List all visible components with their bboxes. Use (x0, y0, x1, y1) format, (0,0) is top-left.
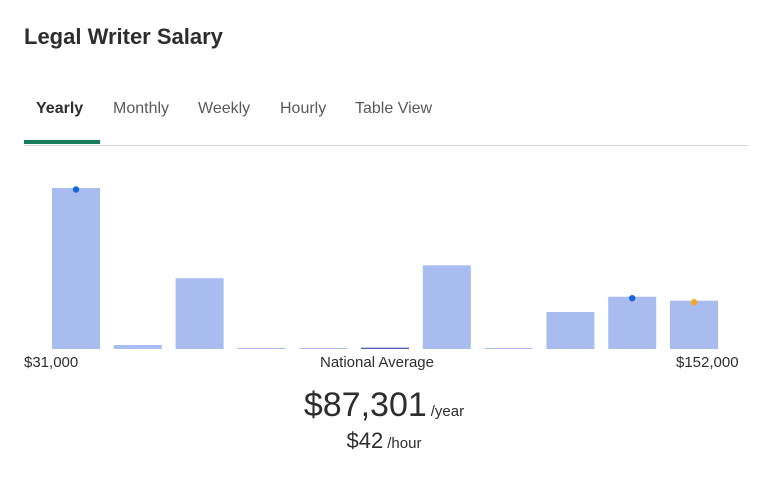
histogram-bar (299, 348, 348, 349)
tab-hourly[interactable]: Hourly (280, 100, 327, 117)
histogram-marker (629, 295, 636, 302)
salary-histogram (52, 186, 718, 349)
tab-table-view[interactable]: Table View (355, 100, 433, 117)
active-tab-indicator (24, 140, 100, 144)
histogram-bar (546, 312, 595, 349)
min-salary-label: $31,000 (24, 354, 79, 371)
histogram-bar (52, 188, 100, 349)
histogram-bar (237, 348, 286, 349)
histogram-bar (670, 300, 718, 349)
period-tabs: Yearly Monthly Weekly Hourly Table View (24, 92, 748, 146)
histogram-bar (484, 348, 533, 349)
hourly-amount: $42 (346, 428, 384, 453)
hourly-average: $42/hour (0, 428, 768, 454)
histogram-bar (175, 278, 224, 349)
histogram-marker (72, 186, 80, 193)
histogram-bar (113, 345, 162, 349)
histogram-bar (608, 296, 657, 349)
tab-monthly[interactable]: Monthly (113, 100, 170, 117)
tab-weekly[interactable]: Weekly (198, 100, 251, 117)
national-average-label: National Average (320, 354, 434, 371)
histogram-marker (690, 299, 698, 306)
max-salary-label: $152,000 (676, 354, 739, 371)
histogram-bar (422, 265, 471, 349)
page-title: Legal Writer Salary (24, 24, 223, 49)
yearly-unit: /year (430, 403, 465, 420)
yearly-amount: $87,301 (303, 386, 427, 424)
tab-yearly[interactable]: Yearly (36, 100, 84, 117)
hourly-unit: /hour (387, 435, 422, 452)
yearly-average: $87,301/year (0, 386, 768, 425)
histogram-bar (361, 347, 409, 349)
